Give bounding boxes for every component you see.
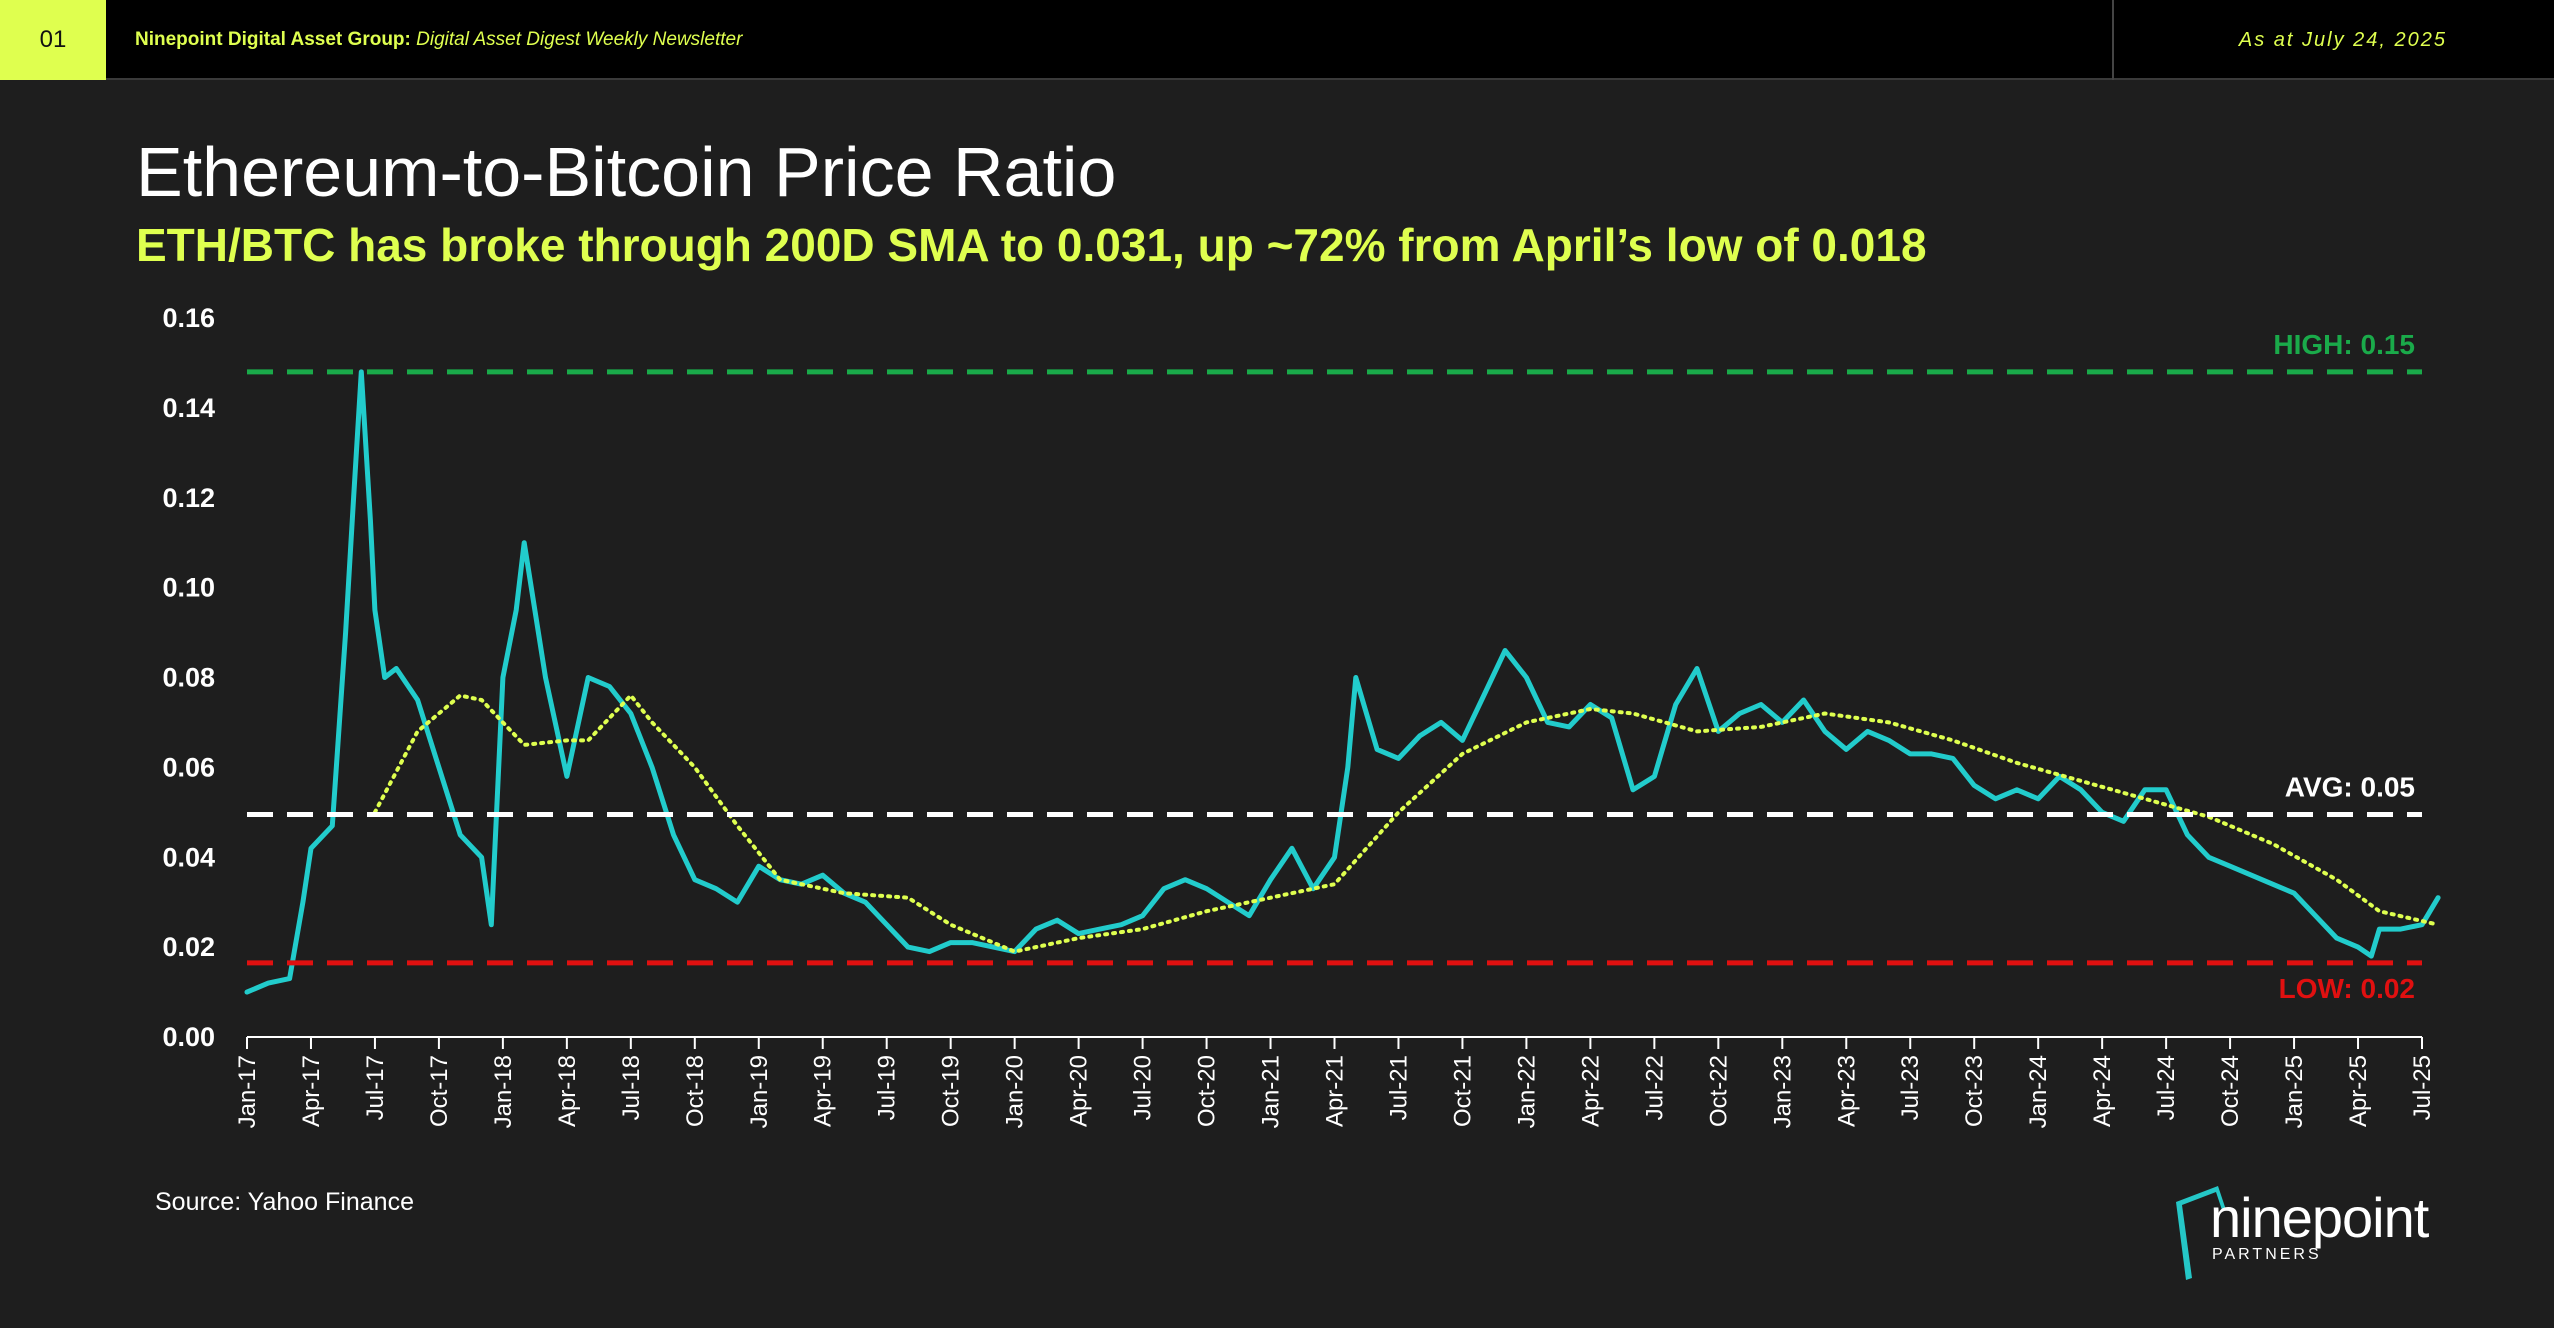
y-tick-label: 0.10 — [162, 573, 215, 603]
x-tick-label: Oct-22 — [1705, 1055, 1732, 1127]
x-tick-label: Oct-18 — [682, 1055, 709, 1127]
x-tick-label: Oct-20 — [1194, 1055, 1221, 1127]
x-tick-label: Oct-21 — [1449, 1055, 1476, 1127]
page-number: 01 — [0, 0, 106, 80]
x-tick-label: Jul-17 — [362, 1055, 389, 1120]
x-tick-label: Apr-23 — [1833, 1055, 1860, 1127]
x-tick-label: Jan-19 — [746, 1055, 773, 1128]
x-tick-label: Oct-24 — [2217, 1055, 2244, 1127]
chart-subtitle: ETH/BTC has broke through 200D SMA to 0.… — [136, 219, 1927, 271]
x-tick-label: Apr-19 — [810, 1055, 837, 1127]
newsletter-heading: Ninepoint Digital Asset Group: Digital A… — [135, 0, 742, 80]
x-tick-label: Jul-24 — [2153, 1055, 2180, 1120]
y-tick-label: 0.00 — [162, 1022, 215, 1052]
y-tick-label: 0.06 — [162, 752, 215, 782]
chart-title: Ethereum-to-Bitcoin Price Ratio — [136, 133, 1117, 211]
y-tick-label: 0.14 — [162, 393, 215, 423]
x-tick-label: Jul-23 — [1897, 1055, 1924, 1120]
x-tick-label: Apr-25 — [2345, 1055, 2372, 1127]
x-tick-label: Jul-18 — [618, 1055, 645, 1120]
y-tick-label: 0.12 — [162, 483, 215, 513]
source-note: Source: Yahoo Finance — [155, 1188, 414, 1216]
x-tick-label: Jul-21 — [1385, 1055, 1412, 1120]
x-tick-label: Jul-22 — [1641, 1055, 1668, 1120]
logo-frame-icon — [2176, 1186, 2226, 1280]
high-reference-label: HIGH: 0.15 — [2273, 329, 2415, 360]
as-at-date: As at July 24, 2025 — [2238, 29, 2447, 51]
x-tick-label: Apr-20 — [1066, 1055, 1093, 1127]
y-tick-label: 0.04 — [162, 842, 215, 872]
x-tick-label: Jul-20 — [1130, 1055, 1157, 1120]
x-tick-label: Jul-19 — [874, 1055, 901, 1120]
x-tick-label: Apr-18 — [554, 1055, 581, 1127]
x-tick-label: Jan-20 — [1002, 1055, 1029, 1128]
x-tick-label: Oct-23 — [1961, 1055, 1988, 1127]
x-tick-label: Apr-22 — [1577, 1055, 1604, 1127]
header-divider — [2112, 0, 2114, 80]
eth-btc-ratio-line — [244, 369, 2441, 995]
header-bar: 01 Ninepoint Digital Asset Group: Digita… — [0, 0, 2554, 80]
logo-wordmark: ninepoint — [2210, 1186, 2429, 1249]
x-tick-label: Jan-23 — [1769, 1055, 1796, 1128]
brand-name: Ninepoint Digital Asset Group: — [135, 29, 411, 50]
avg-reference-label: AVG: 0.05 — [2285, 772, 2415, 803]
x-tick-label: Apr-24 — [2089, 1055, 2116, 1127]
x-tick-label: Jan-18 — [490, 1055, 517, 1128]
x-tick-label: Jan-24 — [2025, 1055, 2052, 1128]
low-reference-label: LOW: 0.02 — [2279, 973, 2415, 1004]
x-tick-label: Jan-25 — [2281, 1055, 2308, 1128]
x-tick-label: Jul-25 — [2409, 1055, 2436, 1120]
y-tick-label: 0.08 — [162, 663, 215, 693]
logo-subtitle: PARTNERS — [2212, 1246, 2322, 1263]
x-tick-label: Jan-17 — [234, 1055, 261, 1128]
x-tick-label: Apr-17 — [298, 1055, 325, 1127]
y-tick-label: 0.02 — [162, 932, 215, 962]
newsletter-name: Digital Asset Digest Weekly Newsletter — [410, 29, 743, 50]
y-tick-label: 0.16 — [162, 303, 215, 333]
x-tick-label: Oct-17 — [426, 1055, 453, 1127]
sma-200d-line — [372, 693, 2441, 954]
x-tick-label: Jan-22 — [1513, 1055, 1540, 1128]
x-tick-label: Oct-19 — [938, 1055, 965, 1127]
x-tick-label: Jan-21 — [1258, 1055, 1285, 1128]
ninepoint-logo: ninepoint PARTNERS — [2170, 1180, 2460, 1285]
x-tick-label: Apr-21 — [1322, 1055, 1349, 1127]
